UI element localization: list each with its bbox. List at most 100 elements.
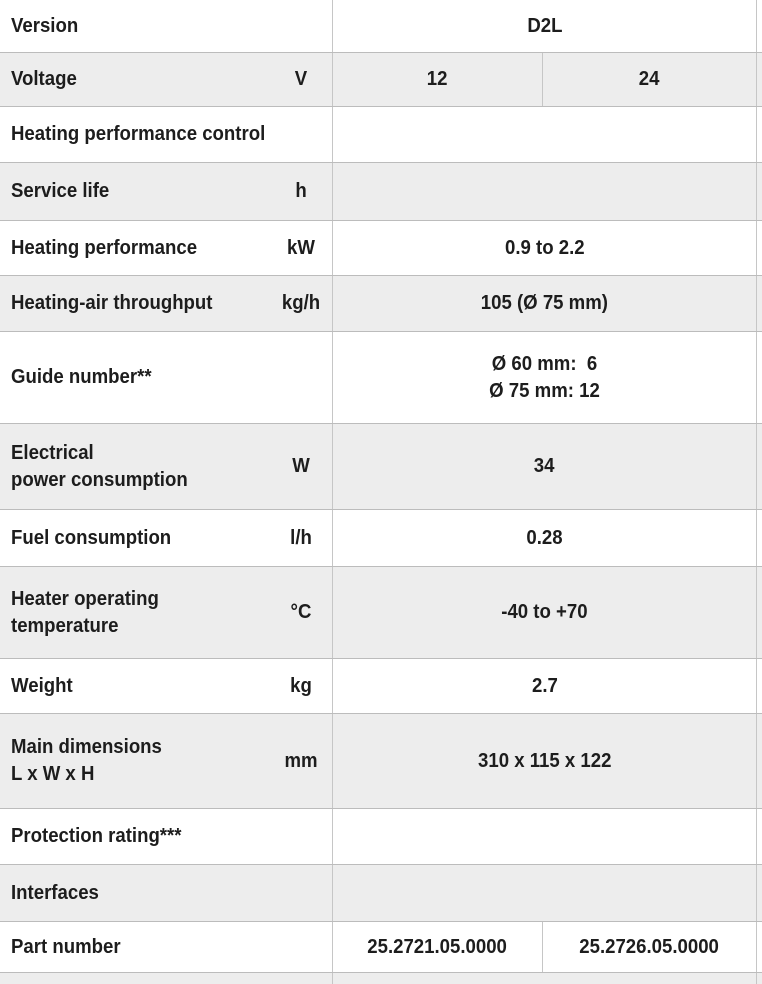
label-cell: Heating-air throughput kg/h: [0, 276, 333, 331]
row-label: Heater operating temperature: [11, 587, 159, 637]
label-cell: Service life h: [0, 163, 333, 220]
cell-value: 25.2726.05.0000: [579, 935, 720, 958]
clipped-column: [757, 973, 762, 984]
clipped-column: [757, 865, 762, 921]
value-cell: 2.7: [333, 659, 756, 713]
row-unit: mm: [284, 749, 318, 772]
label-cell: Voltage V: [0, 53, 333, 106]
label-cell: Version: [0, 0, 333, 52]
value-area: D2L: [333, 0, 757, 52]
clipped-column: [757, 0, 762, 52]
table-row-fuel-consumption: Fuel consumption l/h 0.28: [0, 510, 762, 567]
cell-value: D2L: [526, 14, 563, 37]
row-label: Heating performance control: [11, 123, 266, 145]
row-label: Electrical power consumption: [11, 441, 188, 491]
row-label: Weight: [11, 674, 73, 697]
row-label: Main dimensions L x W x H: [11, 736, 162, 785]
cell-value: 2.7: [531, 674, 558, 697]
value-cell: Ø 60 mm: 6 Ø 75 mm: 12: [333, 332, 756, 423]
row-unit: l/h: [290, 526, 312, 549]
row-label: Version: [11, 14, 79, 37]
table-row-heating-performance: Heating performance kW 0.9 to 2.2: [0, 221, 762, 276]
value-cell: 105 (Ø 75 mm): [333, 276, 756, 331]
table-row-part-number: Part number 25.2721.05.0000 25.2726.05.0…: [0, 922, 762, 973]
clipped-column: [757, 567, 762, 658]
table-row-voltage: Voltage V 12 24: [0, 53, 762, 107]
value-area: [333, 973, 757, 984]
table-row-version: Version D2L: [0, 0, 762, 53]
table-row-heater-operating-temperature: Heater operating temperature °C -40 to +…: [0, 567, 762, 659]
value-area: [333, 107, 757, 162]
row-unit: W: [292, 455, 310, 477]
cell-value: 0.28: [526, 526, 563, 549]
row-label: Part number: [11, 935, 121, 958]
value-area: 25.2721.05.0000 25.2726.05.0000: [333, 922, 757, 972]
value-area: 34: [333, 424, 757, 509]
row-label: Guide number**: [11, 366, 152, 388]
cell-value: 34: [534, 455, 555, 477]
table-row-service-life: Service life h: [0, 163, 762, 221]
label-cell: Electrical power consumption W: [0, 424, 333, 509]
cell-value: 12: [427, 68, 448, 90]
value-area: [333, 163, 757, 220]
label-cell: [0, 973, 333, 984]
row-unit: °C: [290, 601, 312, 623]
value-cell: 34: [333, 424, 756, 509]
value-area: [333, 865, 757, 921]
clipped-column: [757, 276, 762, 331]
value-area: 105 (Ø 75 mm): [333, 276, 757, 331]
label-cell: Interfaces: [0, 865, 333, 921]
row-label: Fuel consumption: [11, 526, 172, 549]
label-cell: Heating performance kW: [0, 221, 333, 275]
cell-value: Ø 60 mm: 6 Ø 75 mm: 12: [489, 352, 600, 402]
value-cell-24v: 24: [543, 53, 756, 106]
value-area: Ø 60 mm: 6 Ø 75 mm: 12: [333, 332, 757, 423]
value-area: 2.7: [333, 659, 757, 713]
value-area: 310 x 115 x 122: [333, 714, 757, 808]
label-cell: Part number: [0, 922, 333, 972]
label-cell: Guide number**: [0, 332, 333, 423]
label-cell: Weight kg: [0, 659, 333, 713]
clipped-column: [757, 659, 762, 713]
value-area: 0.28: [333, 510, 757, 566]
value-cell: 0.9 to 2.2: [333, 221, 756, 275]
row-unit: kW: [287, 236, 315, 259]
cell-value: 0.9 to 2.2: [504, 236, 585, 259]
label-cell: Heater operating temperature °C: [0, 567, 333, 658]
value-cell: 310 x 115 x 122: [333, 714, 756, 808]
clipped-column: [757, 163, 762, 220]
table-row-main-dimensions: Main dimensions L x W x H mm 310 x 115 x…: [0, 714, 762, 809]
clipped-column: [757, 424, 762, 509]
row-unit: h: [295, 180, 307, 202]
clipped-column: [757, 714, 762, 808]
value-cell-12v: 25.2721.05.0000: [333, 922, 543, 972]
value-cell: [333, 865, 756, 921]
value-cell: 0.28: [333, 510, 756, 566]
cell-value: -40 to +70: [501, 601, 588, 623]
table-row-protection-rating: Protection rating***: [0, 809, 762, 865]
clipped-column: [757, 53, 762, 106]
value-area: [333, 809, 757, 864]
cell-value: 105 (Ø 75 mm): [480, 292, 609, 314]
label-cell: Heating performance control: [0, 107, 333, 162]
clipped-column: [757, 922, 762, 972]
row-unit: kg: [290, 674, 312, 697]
value-area: 12 24: [333, 53, 757, 106]
row-unit: kg/h: [281, 292, 321, 314]
row-label: Heating performance: [11, 236, 198, 259]
value-cell: [333, 163, 756, 220]
cell-value: 24: [639, 68, 660, 90]
value-cell: -40 to +70: [333, 567, 756, 658]
value-cell-12v: 12: [333, 53, 543, 106]
clipped-column: [757, 221, 762, 275]
clipped-column: [757, 332, 762, 423]
label-cell: Protection rating***: [0, 809, 333, 864]
table-row-heating-performance-control: Heating performance control: [0, 107, 762, 163]
row-unit: V: [294, 68, 308, 90]
table-row-weight: Weight kg 2.7: [0, 659, 762, 714]
clipped-column: [757, 107, 762, 162]
row-label: Protection rating***: [11, 825, 182, 847]
value-cell: [333, 809, 756, 864]
clipped-column: [757, 809, 762, 864]
row-label: Service life: [11, 180, 110, 202]
